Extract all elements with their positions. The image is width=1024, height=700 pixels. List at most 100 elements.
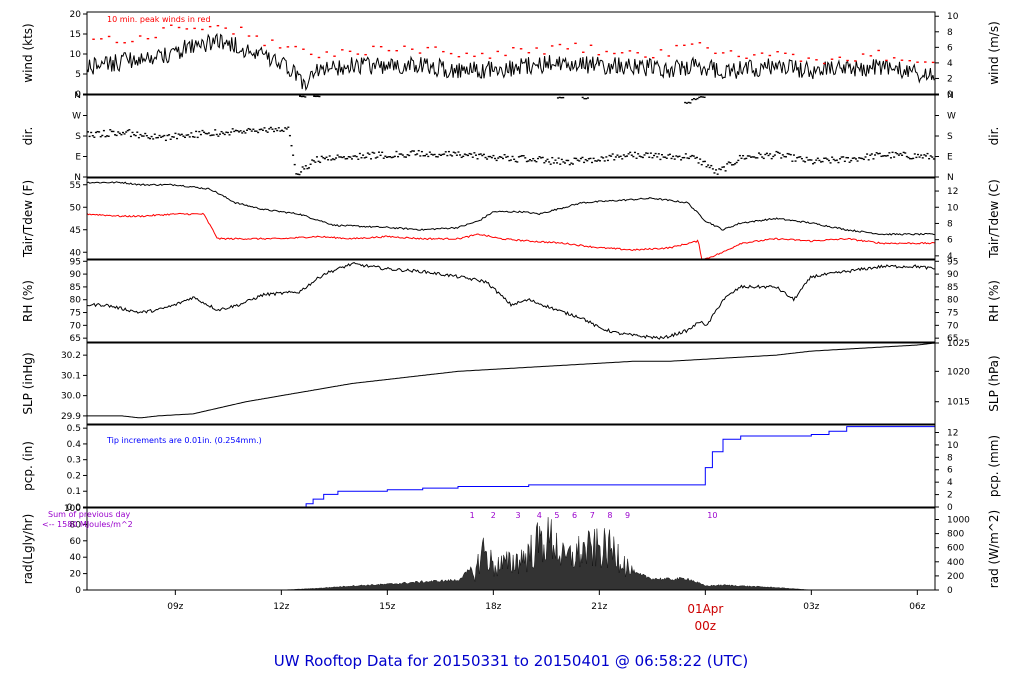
direction-point — [155, 137, 158, 139]
direction-point — [231, 128, 234, 130]
direction-point — [923, 154, 926, 156]
direction-point — [390, 156, 393, 159]
peak-wind-point — [480, 52, 484, 55]
left-tick-label: 30.1 — [61, 371, 81, 381]
direction-point — [279, 130, 282, 132]
direction-point — [265, 130, 268, 132]
direction-point — [430, 153, 433, 156]
direction-point — [252, 128, 255, 130]
direction-point — [255, 130, 258, 132]
direction-point — [110, 130, 113, 133]
direction-point — [506, 155, 509, 158]
wind-right-axis-label: wind (m/s) — [987, 21, 1001, 85]
direction-point — [538, 155, 541, 158]
direction-point — [93, 136, 96, 138]
direction-point — [915, 156, 918, 159]
direction-point — [587, 158, 590, 160]
peak-wind-point — [745, 57, 748, 59]
direction-point — [244, 132, 247, 134]
direction-point — [211, 134, 214, 136]
peak-wind-point — [162, 27, 165, 29]
peak-wind-point — [916, 61, 919, 63]
direction-point — [220, 130, 223, 133]
direction-point — [823, 157, 826, 160]
peak-wind-point — [496, 50, 500, 53]
direction-point — [101, 134, 104, 137]
direction-point — [299, 95, 301, 97]
direction-point — [818, 159, 821, 162]
direction-point — [668, 153, 671, 156]
peak-wind-point — [527, 52, 531, 54]
direction-point — [777, 151, 780, 154]
direction-point — [851, 157, 854, 159]
direction-point — [653, 154, 656, 157]
direction-point — [444, 151, 447, 153]
peak-wind-point — [286, 46, 290, 48]
direction-point — [336, 154, 339, 156]
direction-point — [308, 167, 311, 169]
direction-point — [268, 128, 271, 130]
direction-point — [393, 155, 396, 158]
direction-point — [411, 150, 414, 152]
direction-point — [548, 161, 551, 163]
direction-point — [277, 127, 280, 129]
left-tick-label: N — [74, 91, 81, 101]
peak-wind-point — [193, 27, 196, 30]
direction-point — [123, 133, 126, 135]
direction-point — [694, 98, 697, 101]
direction-point — [878, 152, 881, 155]
direction-point — [233, 130, 236, 133]
direction-point — [300, 95, 303, 98]
direction-point — [716, 173, 719, 175]
peak-wind-point — [177, 26, 181, 29]
direction-point — [613, 159, 616, 161]
pcp-annotation: Tip increments are 0.01in. (0.254mm.) — [106, 436, 262, 445]
peak-wind-point — [644, 56, 647, 58]
slp-right-axis-label: SLP (hPa) — [987, 355, 1001, 411]
peak-wind-point — [356, 53, 360, 55]
direction-point — [769, 153, 772, 155]
direction-point — [831, 156, 834, 158]
peak-wind-point — [341, 49, 344, 51]
direction-point — [349, 156, 352, 158]
direction-point — [408, 154, 411, 157]
peak-wind-point — [449, 52, 453, 55]
direction-point — [398, 153, 401, 155]
direction-point — [568, 163, 571, 166]
direction-point — [699, 158, 702, 160]
hour-marker: 5 — [554, 511, 559, 520]
direction-point — [315, 156, 318, 158]
direction-point — [541, 156, 544, 159]
right-tick-label: 10 — [947, 441, 959, 451]
direction-point — [845, 156, 848, 159]
direction-point — [875, 152, 878, 154]
rad-plot — [87, 517, 935, 590]
direction-point — [754, 157, 757, 159]
direction-point — [624, 155, 627, 158]
direction-point — [804, 161, 807, 163]
direction-point — [360, 157, 363, 159]
direction-point — [406, 154, 409, 156]
direction-point — [740, 157, 743, 160]
direction-point — [698, 96, 701, 99]
direction-point — [347, 156, 350, 158]
direction-point — [331, 158, 334, 160]
panel-rh: 65 70 75 80 85 90 95 65 70 75 80 85 90 95 RH (%) RH (%) — [21, 257, 1001, 344]
peak-wind-point — [92, 38, 95, 40]
direction-point — [249, 128, 252, 131]
direction-point — [854, 158, 857, 160]
direction-point — [689, 102, 692, 104]
left-tick-label: 30.0 — [61, 392, 81, 402]
right-tick-label: E — [947, 153, 953, 163]
rad-annotation-top: Sum of previous day — [48, 510, 130, 519]
left-tick-label: 20 — [70, 570, 82, 580]
direction-point — [746, 155, 749, 157]
direction-point — [371, 151, 374, 154]
direction-point — [425, 153, 428, 155]
direction-point — [688, 157, 691, 160]
direction-point — [234, 129, 237, 132]
direction-point — [640, 156, 643, 158]
direction-point — [209, 134, 212, 137]
direction-point — [546, 158, 549, 161]
